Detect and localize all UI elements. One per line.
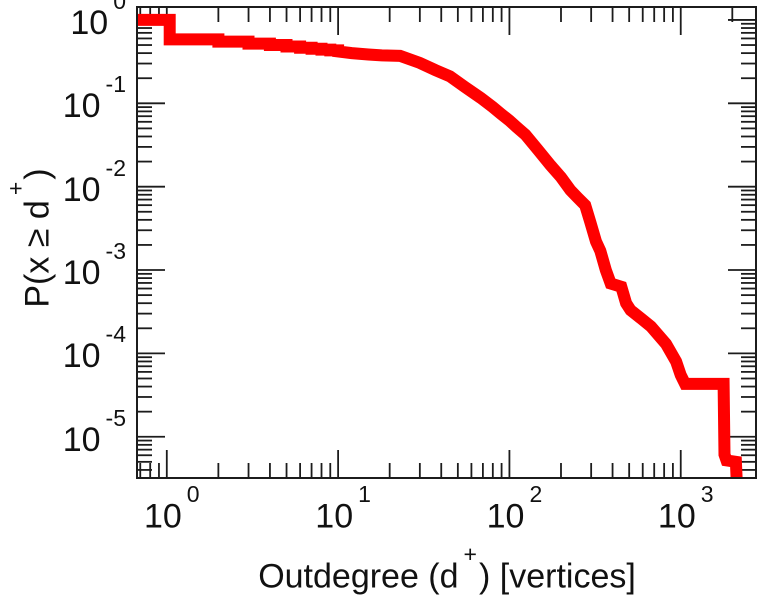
- y-tick-label: 10-4: [62, 321, 126, 376]
- ccdf-curve: [137, 13, 743, 479]
- y-tick-label: 10-1: [62, 71, 126, 126]
- y-axis-title-close: ): [18, 168, 57, 180]
- x-tick-label: 101: [315, 481, 371, 536]
- x-axis-title-text: Outdegree (d: [258, 557, 459, 596]
- y-axis-title-sup: +: [2, 181, 29, 196]
- x-tick-label: 100: [143, 481, 200, 536]
- x-tick-label: 103: [657, 481, 714, 536]
- x-tick-label: 102: [486, 481, 543, 536]
- y-tick-label: 100: [70, 0, 126, 43]
- x-axis-title-sup: +: [463, 541, 477, 567]
- y-axis-title: P(x ≥ d +): [2, 168, 57, 308]
- y-tick-label: 10-3: [62, 237, 126, 293]
- x-axis-title-unit: ) [vertices]: [478, 557, 636, 596]
- y-tick-label: 10-2: [62, 154, 126, 209]
- x-axis-title: Outdegree (d+) [vertices]: [258, 543, 636, 596]
- axis-box: [136, 6, 757, 479]
- y-axis-title-text: P(x ≥ d: [18, 200, 57, 308]
- y-tick-label: 10-5: [62, 404, 126, 459]
